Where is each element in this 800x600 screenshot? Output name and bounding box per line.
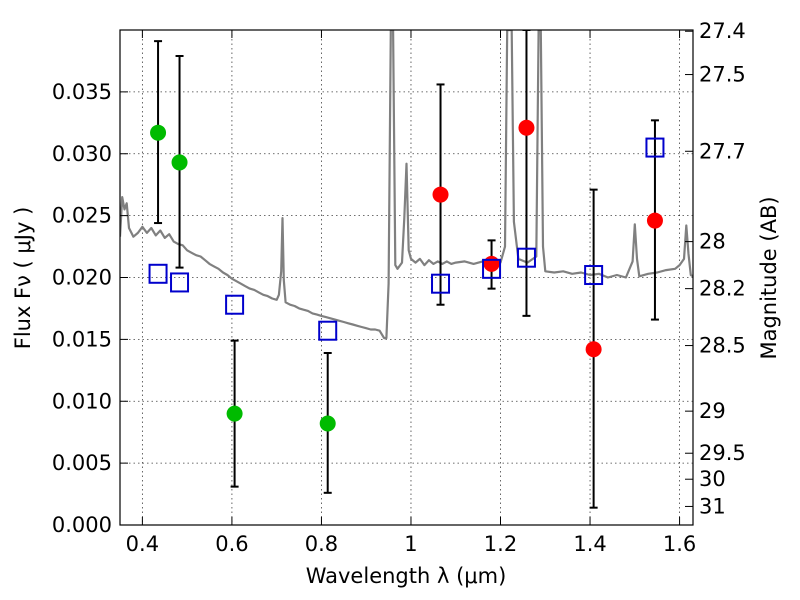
y-axis-label: Flux Fν ( μJy )	[11, 207, 35, 350]
x-tick-label: 0.8	[305, 532, 338, 556]
spectrum-layer	[120, 30, 693, 340]
x-tick-label: 0.6	[215, 532, 248, 556]
x-tick-label: 1	[404, 532, 417, 556]
observed-nir-point	[432, 186, 449, 203]
model-photometry-point	[225, 294, 245, 315]
y2-tick-label: 28	[699, 230, 726, 254]
x-tick-label: 0.4	[126, 532, 159, 556]
y-tick-label: 0.030	[52, 142, 112, 166]
model-photometry-point	[482, 258, 502, 279]
y2-tick-label: 30	[699, 467, 726, 491]
observed-optical-point	[319, 415, 336, 432]
observed-nir-point	[646, 212, 663, 229]
x-axis-label: Wavelength λ (μm)	[306, 564, 507, 588]
observed-nir-point	[518, 119, 535, 136]
y2-tick-label: 28.2	[699, 277, 746, 301]
y2-tick-label: 27.7	[699, 139, 746, 163]
y2-tick-label: 27.5	[699, 63, 746, 87]
data-markers	[148, 119, 665, 432]
y-tick-label: 0.005	[52, 451, 112, 475]
spectrum-line	[120, 30, 693, 340]
observed-nir-point	[483, 255, 500, 272]
x-tick-label: 1.6	[663, 532, 696, 556]
observed-optical-point	[226, 405, 243, 422]
y-tick-label: 0.025	[52, 204, 112, 228]
y2-tick-label: 29	[699, 399, 726, 423]
y2-tick-label: 31	[699, 494, 726, 518]
model-photometry-point	[431, 273, 451, 294]
y-tick-label: 0.000	[52, 513, 112, 537]
model-photometry-point	[318, 320, 338, 341]
y2-tick-label: 27.4	[699, 19, 746, 43]
y2-tick-label: 29.5	[699, 441, 746, 465]
axis-ticks: 0.4 0.6 0.8 1 1.2 1.4 1.6 0.000 0.005 0.010 0.015 0…	[52, 19, 746, 556]
y2-axis-label: Magnitude (AB)	[757, 196, 781, 359]
y-tick-label: 0.020	[52, 266, 112, 290]
y-tick-label: 0.010	[52, 389, 112, 413]
grid	[120, 30, 693, 526]
observed-optical-point	[150, 124, 167, 141]
observed-nir-point	[585, 341, 602, 358]
y2-tick-label: 28.5	[699, 334, 746, 358]
model-photometry-point	[148, 263, 168, 284]
y-tick-label: 0.015	[52, 327, 112, 351]
model-photometry-point	[584, 265, 604, 286]
model-photometry-point	[645, 137, 665, 158]
model-photometry-point	[170, 272, 190, 293]
observed-optical-point	[171, 154, 188, 171]
x-tick-label: 1.4	[573, 532, 606, 556]
y-tick-label: 0.035	[52, 80, 112, 104]
x-tick-label: 1.2	[484, 532, 517, 556]
model-photometry-point	[516, 247, 536, 268]
